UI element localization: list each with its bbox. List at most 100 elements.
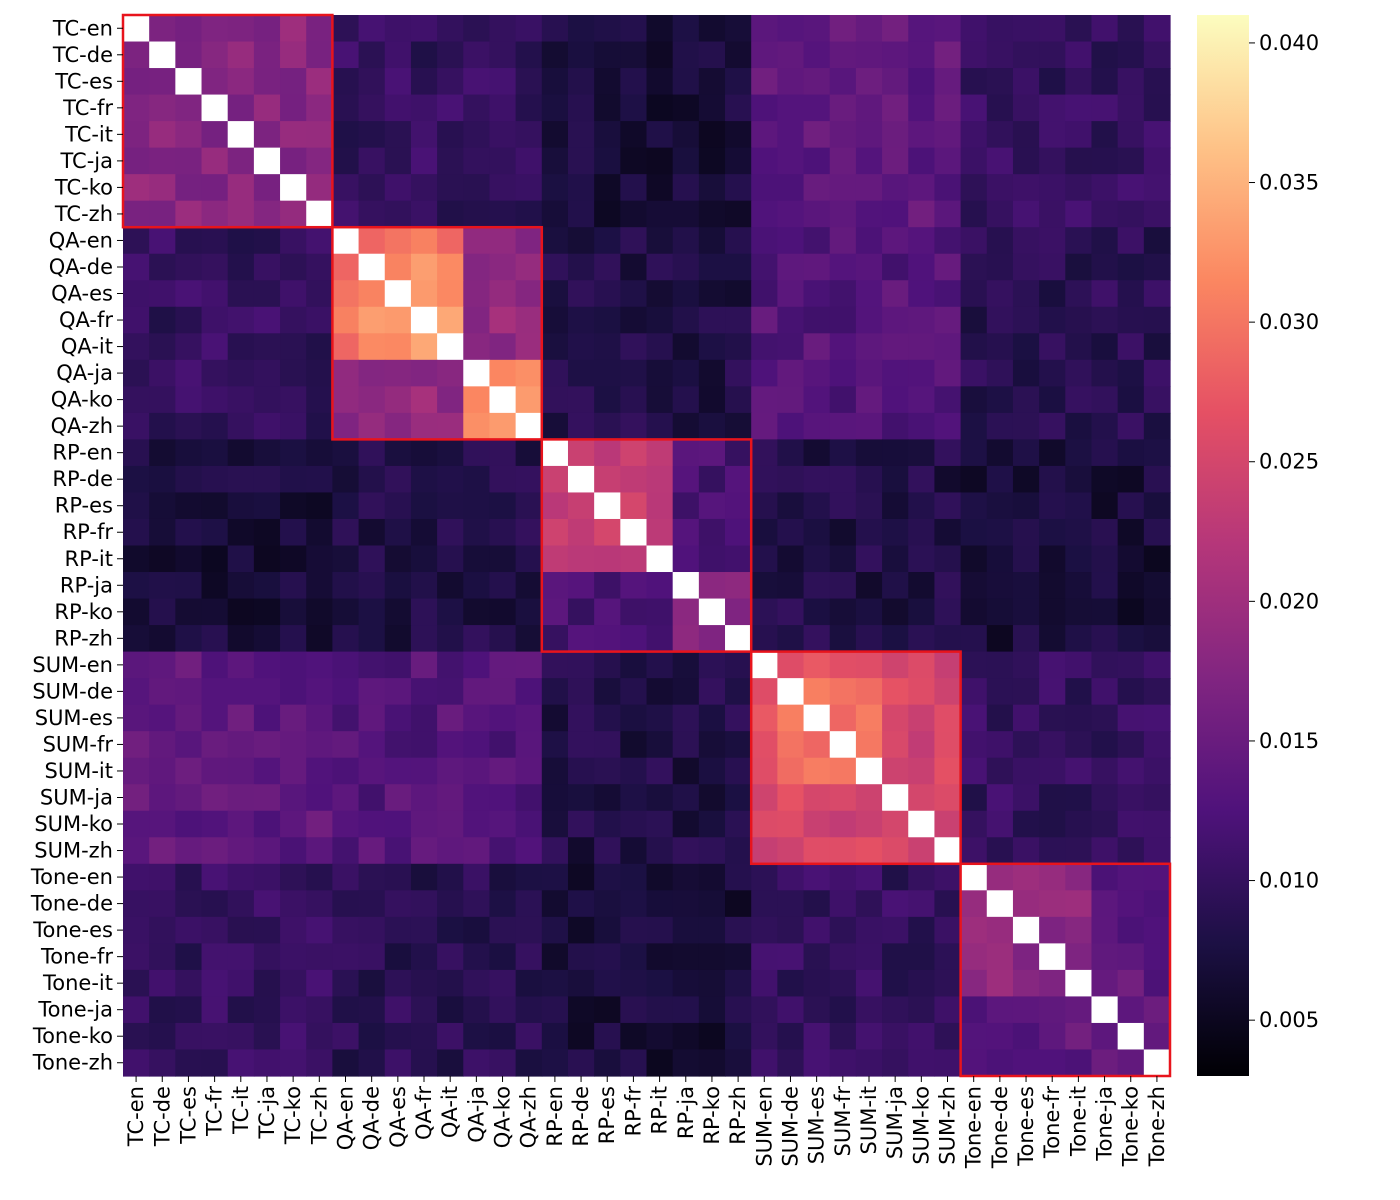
heatmap-cell [384,810,412,838]
heatmap-cell [149,200,176,228]
heatmap-cell [567,863,595,891]
heatmap-cell [908,306,936,334]
heatmap-cell [594,863,621,891]
heatmap-cell [1065,68,1093,96]
heatmap-cell [410,1049,438,1077]
heatmap-cell [803,94,831,122]
heatmap-cell [1091,678,1119,706]
x-tick-label: RP-ko [700,1086,724,1145]
heatmap-cell [332,916,360,944]
heatmap-cell [1012,625,1040,653]
heatmap-cell [437,863,464,891]
heatmap-cell [1091,200,1119,228]
heatmap-cell [358,731,386,759]
heatmap-cell [934,784,962,812]
heatmap-cell [489,598,517,626]
heatmap-cell [934,94,962,122]
heatmap-cell [410,200,438,228]
heatmap-cell [1143,280,1171,308]
heatmap-cell [149,784,176,812]
heatmap-cell [410,439,438,467]
heatmap-cell [541,68,569,96]
heatmap-cell [515,916,543,944]
y-tick-label: Tone-it [42,971,113,995]
heatmap-cell [567,94,595,122]
heatmap-cell [960,41,988,69]
heatmap-cell [1091,333,1119,361]
heatmap-cell [777,15,805,43]
heatmap-cell [1012,572,1040,600]
heatmap-cell [227,121,255,149]
heatmap-cell [541,386,569,414]
heatmap-cell [1065,545,1093,573]
heatmap-cell [855,492,883,520]
heatmap-cell [1012,227,1040,255]
heatmap-cell [358,386,386,414]
heatmap-cell [306,810,334,838]
heatmap-cell [253,598,281,626]
heatmap-cell [751,94,778,122]
heatmap-cell [123,15,150,43]
heatmap-cell [515,121,543,149]
heatmap-cell [175,280,203,308]
heatmap-cell [672,784,700,812]
heatmap-cell [751,810,778,838]
heatmap-cell [280,200,307,228]
heatmap-cell [1012,916,1040,944]
heatmap-cell [253,784,281,812]
heatmap-cell [960,731,988,759]
heatmap-cell [384,890,412,918]
heatmap-cell [594,572,621,600]
heatmap-cell [541,943,569,971]
heatmap-cell [149,465,176,494]
heatmap-cell [489,784,517,812]
heatmap-cell [646,412,674,441]
heatmap-cell [332,1049,360,1077]
y-tick-label: RP-ko [54,600,113,624]
heatmap-cell [934,837,962,865]
heatmap-cell [698,439,726,467]
heatmap-cell [358,492,386,520]
heatmap-cell [855,200,883,228]
heatmap-cell [751,943,778,971]
heatmap-cell [201,227,229,255]
heatmap-cell [410,545,438,573]
colorbar-bar [1197,15,1249,1076]
heatmap-cell [384,625,412,653]
heatmap-cell [567,757,595,785]
heatmap-cell [201,439,229,467]
heatmap-cell [1065,147,1093,175]
heatmap-cell [332,306,360,334]
heatmap-cell [908,412,936,441]
heatmap-cell [646,94,674,122]
heatmap-cell [1012,598,1040,626]
heatmap-cell [280,306,307,334]
y-tick-label: TC-ko [54,175,113,199]
heatmap-cell [1117,68,1145,96]
heatmap-cell [698,386,726,414]
heatmap-cell [960,1049,988,1077]
heatmap-cell [489,386,517,414]
heatmap-cell [882,333,909,361]
heatmap-cell [123,518,150,547]
y-tick-label: TC-en [52,16,113,40]
heatmap-cell [1012,518,1040,547]
heatmap-cell [123,757,150,785]
heatmap-cell [332,625,360,653]
heatmap-cell [1065,15,1093,43]
heatmap-cell [1012,1049,1040,1077]
heatmap-cell [855,969,883,998]
heatmap-cell [725,41,752,69]
heatmap-cell [908,943,936,971]
heatmap-cell [280,68,307,96]
heatmap-cell [594,757,621,785]
heatmap-cell [803,359,831,387]
heatmap-cell [646,253,674,281]
heatmap-cell [410,863,438,891]
heatmap-cell [672,359,700,387]
heatmap-cell [515,651,543,679]
heatmap-cell [1091,15,1119,43]
heatmap-cell [777,545,805,573]
heatmap-cell [358,890,386,918]
heatmap-cell [437,359,464,387]
